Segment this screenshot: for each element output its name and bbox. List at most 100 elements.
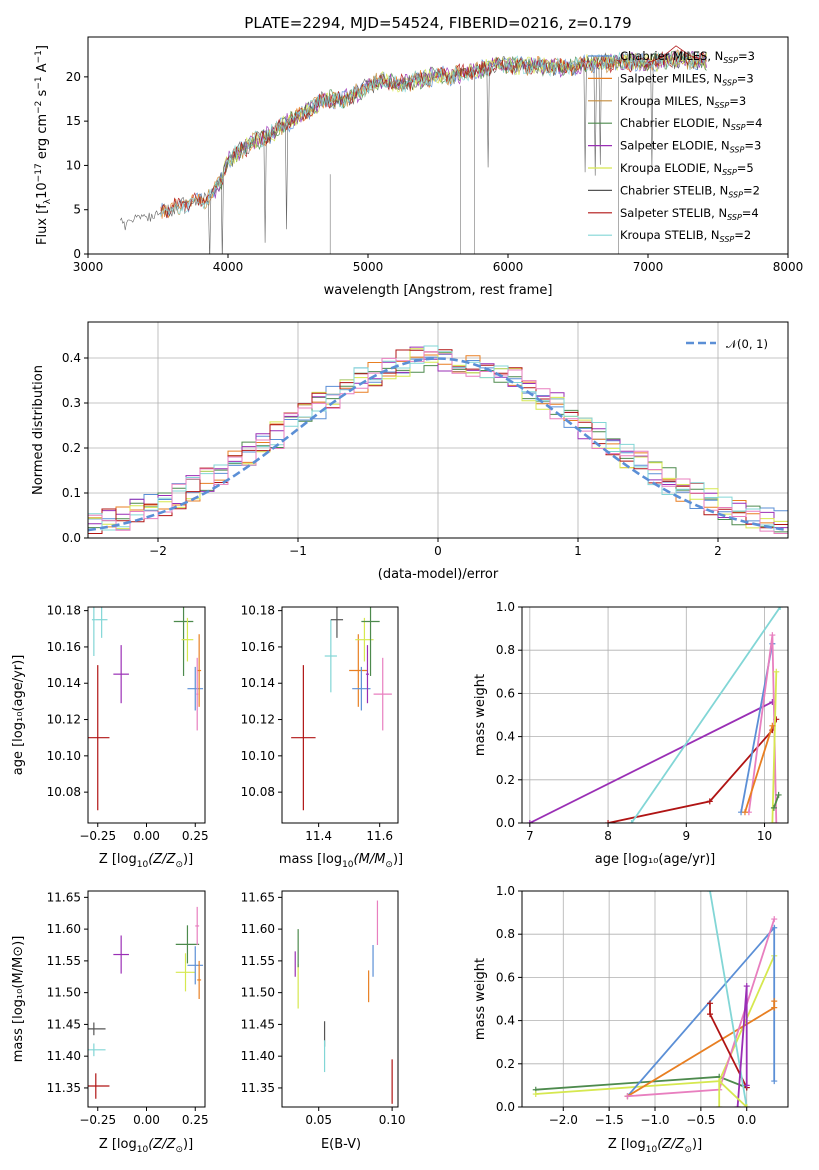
weight-series-line	[744, 725, 774, 813]
age-ylabel: age [log₁₀(age/yr)]	[11, 655, 26, 776]
legend-label: Chabrier MILES, NSSP=3	[620, 49, 755, 65]
y-tick-label: 11.35	[47, 1081, 81, 1095]
legend-text: SSP	[727, 213, 742, 222]
axes-frame	[87, 36, 789, 255]
y-tick-label: 10.18	[241, 604, 275, 618]
legend-text: SSP	[731, 123, 746, 132]
weight-marker	[771, 1004, 778, 1011]
legend-text: SSP	[728, 190, 743, 199]
xlabel-part: )]	[393, 852, 403, 867]
x-tick-label: 3000	[73, 260, 104, 274]
y-tick-label: 0.1	[62, 486, 81, 500]
weight-marker	[605, 820, 612, 823]
age-vs-mass-axes: 11.4 11.6 10.08 10.10 10.12 10.14 10.16 10.18	[241, 604, 399, 843]
legend-text: =4	[746, 116, 763, 130]
gaussian-curve	[88, 357, 788, 532]
legend-text: =3	[744, 139, 761, 153]
weight-age-xlabel: age [log₁₀(age/yr)]	[595, 852, 716, 867]
plot-area	[119, 45, 708, 254]
xlabel-part: 10	[342, 860, 354, 870]
y-tick-label: 11.35	[241, 1081, 275, 1095]
y-tick-label: 0.6	[496, 970, 515, 984]
weight-z-xlabel: Z [log10(Z/Z⊙)]	[608, 1137, 702, 1155]
xlabel-part: )]	[183, 852, 193, 867]
xlabel-part: (Z/Z	[148, 1137, 176, 1152]
xlabel-part: (Z/Z	[657, 1137, 685, 1152]
y-tick-label: 11.65	[47, 890, 81, 904]
y-tick-label: 11.50	[241, 986, 275, 1000]
legend-text: =3	[729, 94, 746, 108]
x-tick-label: 11.6	[366, 829, 393, 843]
y-tick-label: 10.08	[47, 785, 81, 799]
xlabel-part: Z [log	[99, 852, 137, 867]
legend-text: Kroupa MILES, N	[620, 94, 715, 108]
spectrum-series-line	[160, 51, 707, 217]
weight-marker	[628, 820, 635, 823]
xlabel-part: 10	[137, 860, 149, 870]
plot-area	[88, 607, 204, 811]
y-tick-label: 11.55	[241, 954, 275, 968]
x-tick-label: −2	[149, 544, 167, 558]
legend-label: Kroupa STELIB, NSSP=2	[620, 228, 751, 244]
y-tick-label: 10.10	[241, 749, 275, 763]
legend-text: Salpeter ELODIE, N	[620, 139, 730, 153]
x-tick-label: 6000	[493, 260, 524, 274]
y-tick-label: 11.40	[47, 1049, 81, 1063]
legend-text: SSP	[722, 78, 737, 87]
y-tick-label: 11.60	[241, 922, 275, 936]
y-tick-label: 11.40	[241, 1049, 275, 1063]
ylabel-part: λ	[43, 198, 53, 204]
ylabel-part: −1	[34, 50, 44, 63]
legend-label: Salpeter ELODIE, NSSP=3	[620, 139, 761, 155]
weight-marker	[716, 1078, 723, 1085]
x-tick-label: 5000	[353, 260, 384, 274]
y-tick-label: 0.2	[62, 441, 81, 455]
y-tick-label: 11.60	[47, 922, 81, 936]
mass-z-xlabel: Z [log10(Z/Z⊙)]	[99, 1137, 193, 1155]
legend-text: SSP	[723, 56, 738, 65]
weight-marker	[777, 607, 784, 610]
xlabel-part: (Z/Z	[148, 852, 176, 867]
legend-text: SSP	[720, 235, 735, 244]
weight-marker	[769, 722, 776, 729]
ylabel-part: erg cm	[35, 114, 50, 163]
ylabel-part: s	[35, 89, 50, 100]
x-tick-label: 0.00	[133, 829, 160, 843]
xlabel-part: ⊙	[175, 860, 183, 870]
xlabel-part: mass [log	[279, 852, 342, 867]
x-tick-label: −1.0	[640, 1113, 669, 1127]
legend-text: =3	[737, 71, 754, 85]
y-tick-label: 5	[73, 203, 81, 217]
weight-marker	[769, 632, 776, 639]
legend-text: SSP	[715, 101, 730, 110]
hist-series	[88, 348, 788, 530]
y-tick-label: 11.45	[47, 1017, 81, 1031]
y-tick-label: 0.8	[496, 927, 515, 941]
weight-series-line	[709, 891, 748, 1107]
x-tick-label: 7	[526, 829, 534, 843]
legend-label: 𝒩(0, 1)	[726, 337, 768, 351]
age-z-xlabel: Z [log10(Z/Z⊙)]	[99, 852, 193, 870]
weight-marker	[532, 1091, 539, 1098]
xlabel-part: )]	[692, 1137, 702, 1152]
hist-xlabel: (data-model)/error	[378, 567, 499, 582]
ylabel-part: ]	[35, 45, 50, 50]
x-tick-label: 0.00	[133, 1113, 160, 1127]
xlabel-part: ⊙	[684, 1145, 692, 1155]
mass-ylabel: mass [log₁₀(M/M⊙)]	[11, 936, 26, 1063]
legend-text: Salpeter STELIB, N	[620, 206, 727, 220]
weight-vs-age-axes: 7 8 9 10 0.0 0.2 0.4 0.6 0.8 1.0	[496, 600, 789, 843]
legend-text: SSP	[722, 168, 737, 177]
weight-marker	[743, 983, 750, 990]
y-tick-label: 10.18	[47, 604, 81, 618]
mass-vs-ebv-axes: 0.05 0.10 11.35 11.40 11.45 11.50 11.55 11.60 11…	[241, 890, 406, 1127]
ylabel-part: Flux [f	[35, 204, 50, 245]
legend-text: Chabrier ELODIE, N	[620, 116, 731, 130]
x-tick-label: 10	[757, 829, 772, 843]
xlabel-part: Z [log	[608, 1137, 646, 1152]
weight-marker	[707, 891, 714, 894]
weight-marker	[743, 1104, 750, 1107]
age-mass-xlabel: mass [log10(M/M⊙)]	[279, 852, 403, 870]
weight-marker	[773, 668, 780, 675]
legend-text: Kroupa ELODIE, N	[620, 161, 722, 175]
